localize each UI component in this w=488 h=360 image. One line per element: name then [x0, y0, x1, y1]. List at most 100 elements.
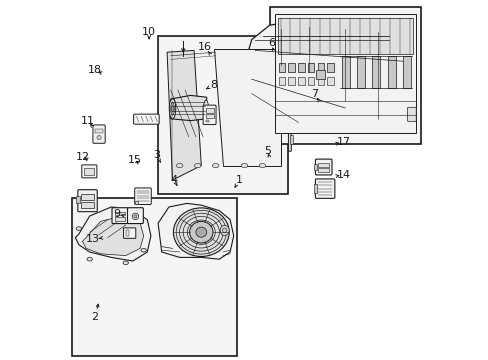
Text: 11: 11 — [81, 116, 95, 126]
Bar — [356, 56, 364, 88]
Text: 5: 5 — [264, 146, 271, 156]
Bar — [275, 14, 415, 133]
Text: 13: 13 — [86, 234, 100, 244]
Bar — [278, 77, 285, 85]
Ellipse shape — [170, 102, 174, 115]
Text: 6: 6 — [267, 38, 274, 48]
Ellipse shape — [220, 225, 229, 235]
Text: 16: 16 — [198, 42, 211, 52]
Bar — [318, 163, 328, 167]
Bar — [307, 77, 314, 85]
Bar — [278, 63, 285, 72]
Ellipse shape — [173, 208, 229, 256]
Bar — [288, 63, 294, 72]
Bar — [81, 202, 94, 208]
Ellipse shape — [169, 99, 175, 119]
Ellipse shape — [212, 163, 219, 168]
Bar — [313, 164, 317, 170]
Text: 12: 12 — [75, 152, 89, 162]
FancyBboxPatch shape — [315, 159, 331, 175]
Ellipse shape — [97, 135, 101, 140]
Polygon shape — [280, 58, 309, 101]
Bar — [289, 119, 292, 128]
Bar — [313, 184, 317, 193]
Text: 15: 15 — [127, 155, 142, 165]
Bar — [84, 168, 94, 175]
FancyBboxPatch shape — [134, 188, 151, 204]
Bar — [387, 56, 395, 88]
Text: 8: 8 — [210, 80, 217, 90]
Bar — [72, 198, 237, 356]
Ellipse shape — [189, 221, 213, 243]
Ellipse shape — [132, 213, 139, 220]
Ellipse shape — [222, 228, 226, 233]
Bar — [125, 230, 129, 236]
Ellipse shape — [259, 163, 265, 168]
Ellipse shape — [141, 248, 146, 252]
Bar — [298, 63, 304, 72]
Bar — [269, 7, 420, 144]
Bar — [317, 77, 324, 85]
Bar — [289, 135, 292, 144]
Bar — [134, 201, 138, 204]
Bar — [326, 63, 333, 72]
Polygon shape — [167, 50, 201, 180]
Text: 18: 18 — [88, 65, 102, 75]
Bar — [371, 56, 380, 88]
Bar — [205, 108, 213, 113]
Text: 2: 2 — [91, 312, 99, 322]
Text: 10: 10 — [142, 27, 156, 37]
Polygon shape — [75, 207, 151, 261]
Bar — [341, 56, 349, 88]
Bar — [205, 120, 209, 122]
Text: 17: 17 — [336, 137, 350, 147]
Text: 7: 7 — [310, 89, 318, 99]
Bar — [115, 212, 125, 215]
Bar — [298, 77, 304, 85]
Polygon shape — [251, 65, 280, 101]
Bar — [317, 63, 324, 72]
Ellipse shape — [194, 163, 201, 168]
Polygon shape — [244, 22, 413, 130]
Bar — [318, 168, 328, 172]
Bar — [95, 129, 102, 133]
FancyBboxPatch shape — [127, 208, 143, 224]
Text: 14: 14 — [336, 170, 350, 180]
Bar — [277, 18, 412, 54]
Bar — [326, 77, 333, 85]
Bar — [288, 77, 294, 85]
Ellipse shape — [112, 207, 117, 211]
FancyBboxPatch shape — [315, 179, 334, 198]
Text: 3: 3 — [152, 150, 160, 160]
Bar — [316, 70, 325, 79]
Ellipse shape — [76, 227, 81, 230]
Bar — [307, 63, 314, 72]
FancyBboxPatch shape — [407, 107, 415, 121]
Text: 9: 9 — [113, 209, 120, 219]
Bar — [81, 194, 94, 200]
Ellipse shape — [241, 163, 247, 168]
Bar — [76, 196, 80, 203]
FancyBboxPatch shape — [93, 125, 105, 143]
Text: 4: 4 — [170, 175, 178, 185]
Polygon shape — [337, 56, 366, 112]
Ellipse shape — [171, 105, 173, 112]
Polygon shape — [158, 203, 233, 259]
Ellipse shape — [123, 261, 128, 265]
Ellipse shape — [176, 163, 183, 168]
FancyBboxPatch shape — [203, 105, 216, 125]
FancyBboxPatch shape — [123, 228, 136, 238]
Ellipse shape — [203, 100, 208, 117]
Polygon shape — [309, 56, 337, 101]
Ellipse shape — [87, 257, 92, 261]
Bar — [158, 36, 287, 194]
Ellipse shape — [134, 215, 137, 218]
FancyBboxPatch shape — [78, 190, 97, 212]
FancyBboxPatch shape — [112, 208, 127, 224]
Polygon shape — [288, 104, 293, 151]
Polygon shape — [170, 95, 206, 121]
Ellipse shape — [196, 227, 206, 237]
FancyBboxPatch shape — [133, 114, 159, 124]
Bar — [115, 217, 125, 221]
Bar — [205, 114, 213, 118]
